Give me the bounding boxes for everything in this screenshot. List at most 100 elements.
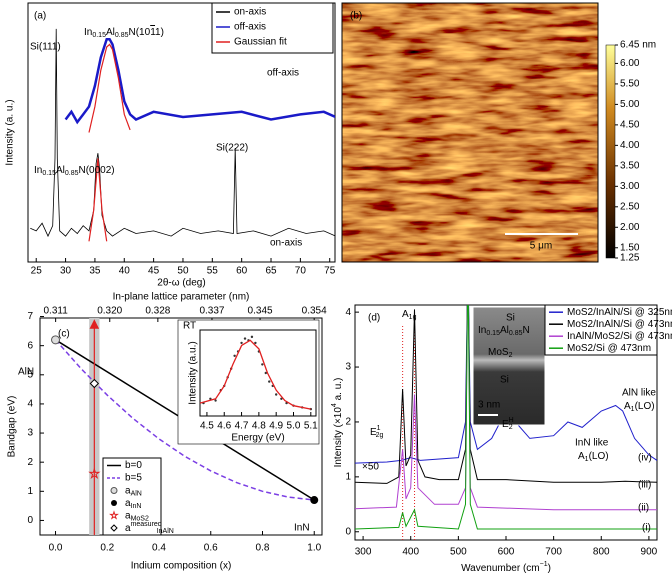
- text-part: (LO): [589, 451, 609, 462]
- afm-image: [342, 3, 598, 262]
- text-part: N: [523, 325, 530, 336]
- text-part: N(10: [129, 27, 151, 38]
- text-part: 0.15: [92, 32, 106, 39]
- x-tick-label: 0.320: [97, 306, 122, 317]
- legend-box: [211, 2, 334, 54]
- text-part: 0.15: [42, 170, 56, 177]
- colorbar-label: 2.50: [620, 201, 640, 212]
- text-part: 0.15: [486, 330, 500, 337]
- text-part: A: [578, 451, 585, 462]
- text-part: a: [125, 523, 131, 534]
- x-tick-label: 0.0: [49, 543, 63, 554]
- x-tick-label: 70: [295, 266, 307, 277]
- y-tick-label: 3: [27, 428, 33, 439]
- text-part: measured: [131, 521, 162, 528]
- x-tick-label: 0.345: [248, 306, 273, 317]
- annotation: In0.15Al0.85N(0002): [34, 165, 115, 177]
- y-tick-label: 0: [27, 515, 33, 526]
- text-part: H: [509, 417, 514, 424]
- y-tick-label: 6: [27, 340, 33, 351]
- colorbar-label: 6.45 nm: [620, 40, 656, 51]
- panel-label: (b): [350, 11, 362, 22]
- text-part: Al: [56, 165, 65, 176]
- text-part: In: [84, 27, 92, 38]
- text-part: 1: [631, 406, 635, 413]
- colorbar-label: 5.00: [620, 99, 640, 110]
- text-part: 2: [509, 352, 513, 359]
- text-part: N(0002): [79, 165, 115, 176]
- x-tick-label: 4.6: [217, 421, 231, 432]
- text-part: E: [502, 419, 509, 430]
- y-tick-label: 4: [345, 307, 351, 318]
- legend-label: aAlN: [125, 485, 142, 497]
- x-tick-label: 600: [498, 547, 515, 558]
- y-tick-label: 1: [27, 486, 33, 497]
- x-tick-label: 5.0: [287, 421, 301, 432]
- x-tick-label: 60: [236, 266, 248, 277]
- x-tick-label: 40: [119, 266, 131, 277]
- annotation: In0.15Al0.85N: [478, 325, 530, 337]
- fit-line: [199, 339, 311, 410]
- legend-box: [544, 304, 658, 356]
- x-tick-label: 0.2: [100, 543, 114, 554]
- series-line: [355, 305, 657, 530]
- x-tick-label: 55: [207, 266, 219, 277]
- text-part: InAlN: [157, 528, 174, 535]
- text-part: a. u.): [333, 378, 344, 404]
- x-tick-label: 50: [177, 266, 189, 277]
- annotation: A1(LO): [578, 451, 609, 463]
- annotation: off-axis: [267, 68, 299, 79]
- text-part: 0.85: [509, 330, 523, 337]
- text-part: 1: [585, 456, 589, 463]
- text-part: A: [402, 309, 409, 320]
- y-axis-title: Bandgap (eV): [7, 396, 18, 458]
- x-tick-label: 0.6: [204, 543, 218, 554]
- x-tick-label: 0.8: [256, 543, 270, 554]
- x-tick-label: 4.5: [200, 421, 214, 432]
- text-part: 1g: [409, 314, 417, 321]
- series-line: [88, 43, 131, 242]
- annotation: on-axis: [270, 238, 302, 249]
- panel-label: (a): [34, 11, 46, 22]
- text-part: 1: [150, 27, 156, 38]
- y-tick-label: 1: [345, 471, 351, 482]
- colorbar: [605, 44, 616, 259]
- text-part: 0.85: [65, 170, 79, 177]
- y-axis-title: Intensity (a. u.): [5, 99, 16, 165]
- panel-label: (c): [58, 329, 70, 340]
- text-part: Intensity (×10: [333, 407, 344, 468]
- y-axis-title: Intensity (×104 a. u.): [331, 378, 344, 468]
- y-tick-label: 3: [345, 362, 351, 373]
- legend-marker: [109, 510, 119, 520]
- annotation: MoS2: [488, 347, 513, 359]
- y-tick-label: 5: [27, 369, 33, 380]
- y-tick-label: 4: [27, 399, 33, 410]
- series-line: [64, 38, 335, 125]
- x-tick-label: 75: [324, 266, 336, 277]
- legend-label: off-axis: [234, 22, 266, 33]
- annotation: Si: [500, 375, 509, 386]
- legend-marker: [110, 524, 118, 532]
- legend-label: b=5: [125, 473, 142, 484]
- text-part: 2g: [376, 432, 384, 439]
- legend-label: aMoS2: [125, 510, 149, 522]
- text-part: a: [125, 510, 131, 521]
- legend-label: b=0: [125, 460, 142, 471]
- colorbar-label: 1.50: [620, 242, 640, 253]
- annotation: Si(222): [216, 143, 248, 154]
- annotation: Si: [506, 313, 515, 324]
- data-point: [254, 341, 257, 345]
- colorbar-label: 4.50: [620, 120, 640, 131]
- colorbar-label: 2.00: [620, 222, 640, 233]
- text-part: MoS: [488, 347, 509, 358]
- x-tick-label: 4.7: [235, 421, 249, 432]
- x-tick-label: 400: [402, 547, 419, 558]
- x-tick-label: 0.354: [302, 306, 327, 317]
- annotation: Si(111): [30, 42, 61, 53]
- y-tick-label: 7: [27, 311, 33, 322]
- colorbar-label: 5.50: [620, 79, 640, 90]
- x-tick-label: 700: [545, 547, 562, 558]
- legend-label: ameasured InAlN: [125, 521, 174, 535]
- text-part: Al: [500, 325, 509, 336]
